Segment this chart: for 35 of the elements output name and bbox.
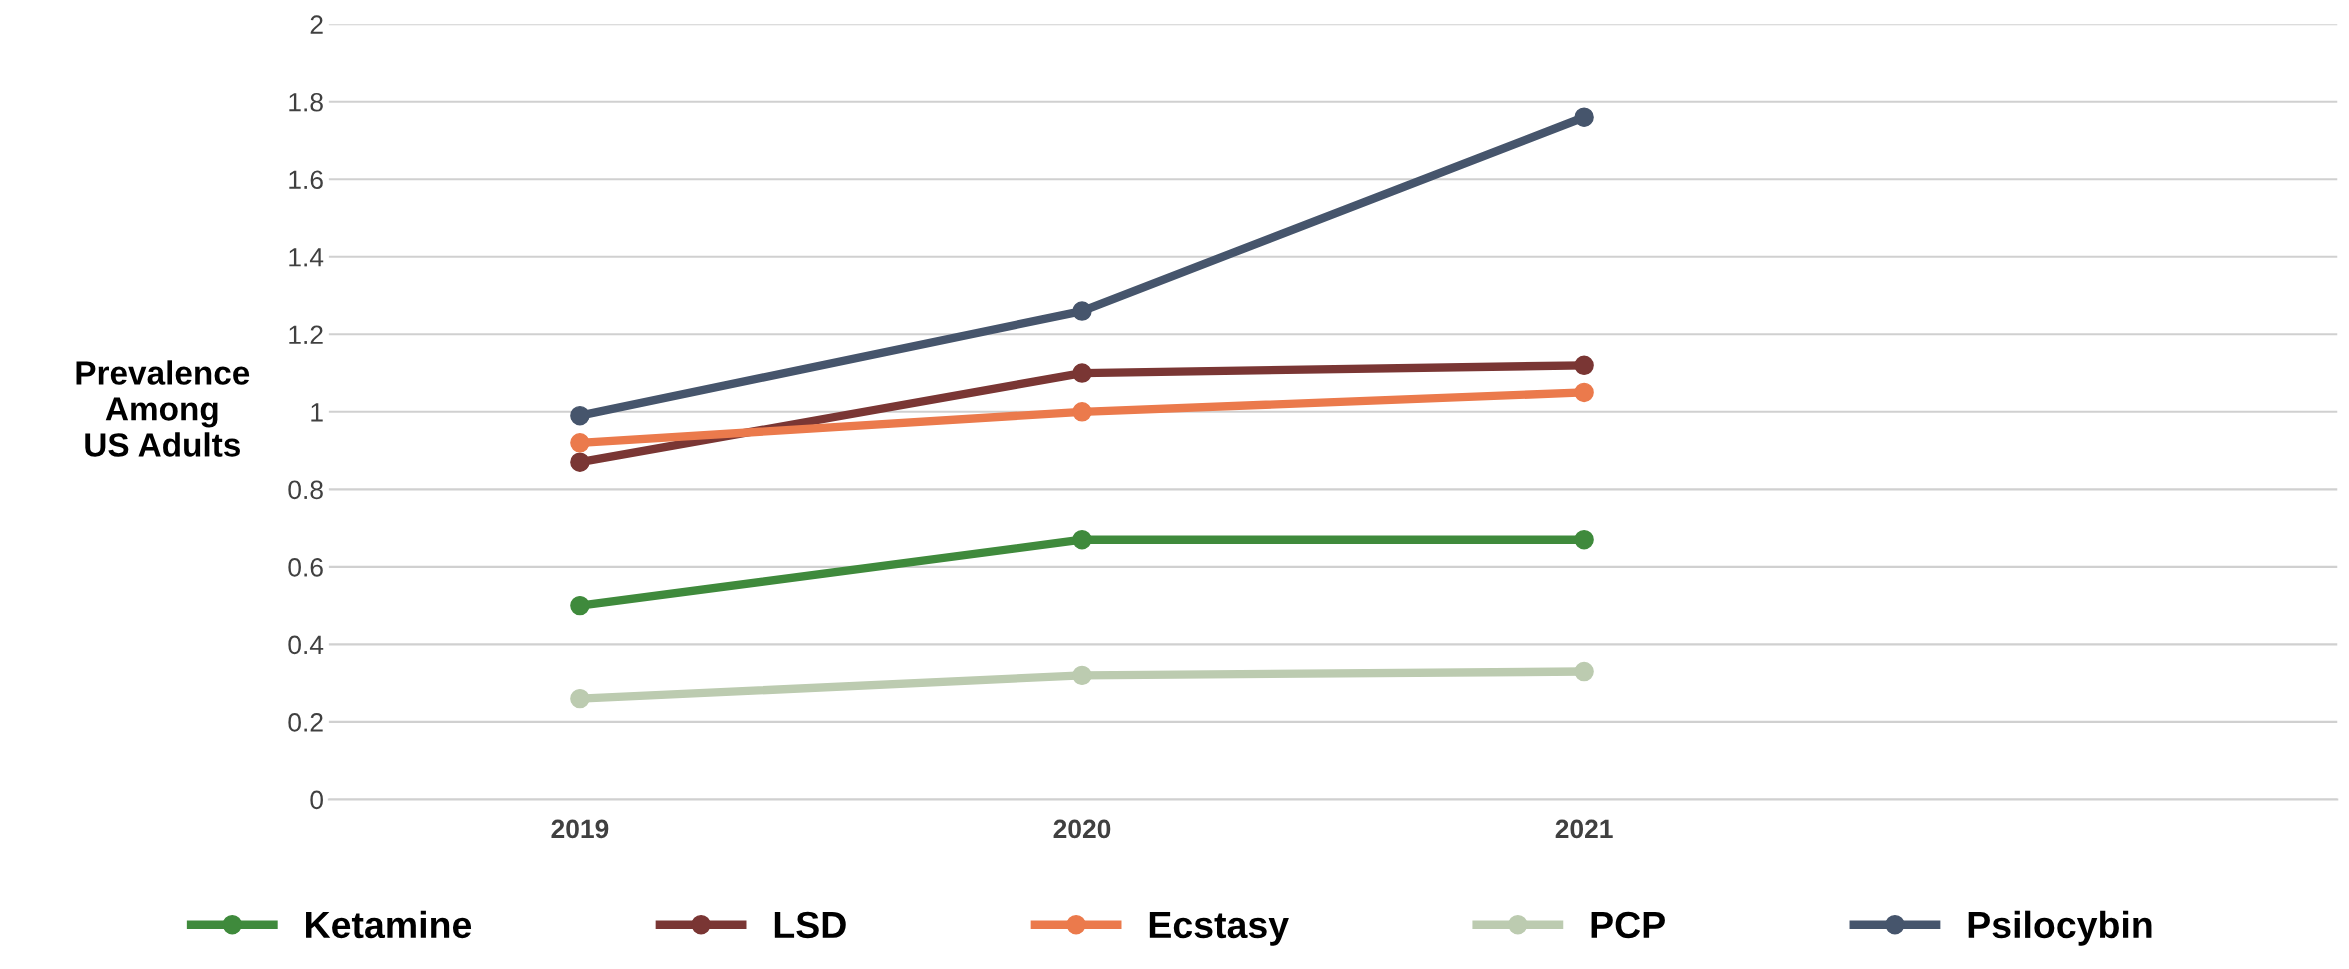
legend-label: Psilocybin <box>1968 910 2152 946</box>
y-tick-label: 1.8 <box>289 92 323 112</box>
y-tick-label: 0.4 <box>288 635 324 655</box>
legend-label: Ketamine <box>306 910 472 939</box>
point <box>1574 661 1594 682</box>
point <box>570 688 590 709</box>
point <box>1574 382 1594 403</box>
point <box>570 595 590 616</box>
point <box>1072 301 1092 321</box>
y-tick-label: 1 <box>311 403 323 422</box>
x-tick-label: 2021 <box>1555 819 1613 839</box>
legend-label: LSD <box>774 911 846 939</box>
legend-label: PCP <box>1591 911 1665 939</box>
point <box>1574 355 1594 376</box>
y-tick-label: 1.4 <box>289 248 324 267</box>
y-tick-label: 1.2 <box>289 325 323 344</box>
y-tick-label: 1.6 <box>289 170 323 190</box>
point <box>1072 665 1092 686</box>
y-tick-label: 2 <box>310 15 323 34</box>
point <box>570 433 590 453</box>
legend-label: Ecstasy <box>1149 912 1289 946</box>
x-tick-label: 2020 <box>1053 819 1111 839</box>
y-tick-label: 0.8 <box>288 480 323 500</box>
y-tick-label: 0 <box>310 790 323 810</box>
y-axis-title: Prevalence Among US Adults <box>76 360 250 457</box>
point <box>570 452 590 472</box>
y-tick-label: 0.6 <box>288 558 323 577</box>
point <box>1072 402 1092 422</box>
point <box>1574 530 1594 550</box>
point <box>570 405 590 426</box>
x-tick-label: 2019 <box>551 819 609 839</box>
point <box>1072 530 1092 550</box>
point <box>1574 107 1594 127</box>
point <box>1072 363 1092 383</box>
y-tick-label: 0.2 <box>288 713 323 732</box>
